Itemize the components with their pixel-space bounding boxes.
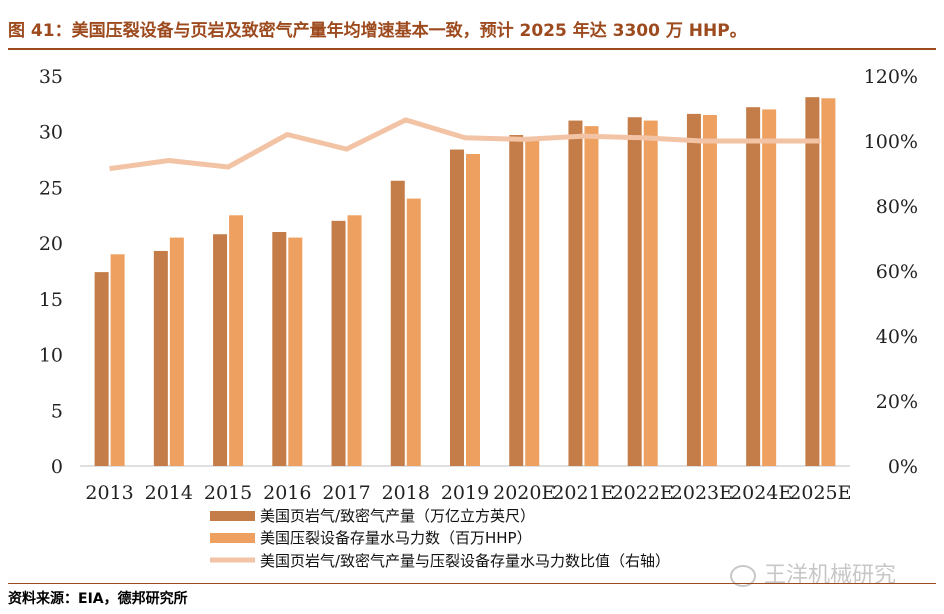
bar-gas-production	[568, 120, 583, 467]
bar-frac-hhp	[288, 237, 303, 466]
x-tick-label: 2019	[441, 482, 489, 504]
left-tick-label: 15	[39, 289, 63, 311]
bar-gas-production	[213, 234, 228, 466]
left-tick-label: 20	[39, 233, 63, 255]
bar-frac-hhp	[466, 154, 480, 466]
bar-frac-hhp	[643, 120, 658, 467]
x-tick-label: 2020E	[493, 482, 555, 504]
watermark-text: 王洋机械研究	[764, 563, 897, 588]
left-axis-ticks: 0 5 10 15 20 25 30 35	[39, 66, 63, 478]
bar-gas-production	[805, 97, 820, 467]
source-note: 资料来源：EIA，德邦研究所	[8, 591, 188, 607]
bar-frac-hhp	[169, 237, 184, 466]
bar-gas-production	[94, 272, 109, 466]
legend-label-ratio: 美国页岩气/致密气产量与压裂设备存量水马力数比值（右轴）	[260, 552, 670, 570]
x-tick-label: 2025E	[789, 482, 851, 504]
left-tick-label: 30	[39, 122, 63, 144]
right-tick-label: 120%	[864, 66, 918, 88]
title-underline	[8, 48, 936, 50]
bar-frac-hhp	[347, 215, 362, 466]
bar-gas-production	[390, 180, 405, 466]
bar-frac-hhp	[525, 137, 540, 467]
bar-frac-hhp	[584, 126, 599, 467]
left-tick-label: 5	[51, 400, 63, 422]
left-tick-label: 35	[39, 66, 63, 88]
right-tick-label: 100%	[864, 131, 918, 153]
bar-frac-hhp	[110, 254, 125, 466]
watermark: 王洋机械研究	[730, 557, 896, 589]
bar-frac-hhp	[762, 109, 777, 466]
bar-gas-production	[746, 107, 761, 466]
bar-gas-production	[450, 149, 464, 467]
right-tick-label: 40%	[876, 326, 918, 348]
x-tick-label: 2022E	[612, 482, 674, 504]
bar-frac-hhp	[229, 215, 244, 466]
x-axis-ticks: 2013 2014 2015 2016 2017 2018 2019 2020E2021E20…	[85, 482, 851, 504]
legend: 美国页岩气/致密气产量（万亿立方英尺） 美国压裂设备存量水马力数（百万HHP） …	[210, 507, 670, 570]
right-tick-label: 60%	[876, 261, 918, 283]
right-tick-label: 0%	[888, 456, 918, 478]
bar-gas-production	[153, 250, 168, 466]
x-tick-label: 2016	[263, 482, 311, 504]
x-tick-label: 2021E	[552, 482, 614, 504]
ratio-line	[109, 117, 821, 172]
right-tick-label: 80%	[876, 196, 918, 218]
bar-gas-production	[331, 220, 346, 466]
legend-label-gas: 美国页岩气/致密气产量（万亿立方英尺）	[260, 507, 535, 525]
figure-title: 图 41：美国压裂设备与页岩及致密气产量年均增速基本一致，预计 2025 年达 …	[8, 21, 747, 41]
left-tick-label: 0	[51, 456, 63, 478]
legend-swatch-hhp	[210, 533, 255, 543]
bar-frac-hhp	[702, 115, 717, 466]
ratio-line-series	[109, 117, 821, 172]
bar-gas-production	[627, 117, 642, 466]
wechat-icon	[730, 565, 756, 587]
legend-swatch-gas	[210, 511, 255, 521]
x-tick-label: 2024E	[730, 482, 792, 504]
bar-gas-production	[686, 113, 701, 466]
right-axis-ticks: 0% 20% 40% 60% 80% 100% 120%	[864, 66, 918, 478]
legend-label-hhp: 美国压裂设备存量水马力数（百万HHP）	[260, 529, 532, 547]
bar-frac-hhp	[406, 198, 421, 467]
x-tick-label: 2015	[204, 482, 252, 504]
footer-rule	[8, 583, 936, 584]
left-tick-label: 25	[39, 177, 63, 199]
right-tick-label: 20%	[876, 391, 918, 413]
x-tick-label: 2013	[85, 482, 133, 504]
left-tick-label: 10	[39, 345, 63, 367]
bar-gas-production	[509, 135, 524, 467]
x-tick-label: 2023E	[671, 482, 733, 504]
x-tick-label: 2018	[382, 482, 430, 504]
x-tick-label: 2014	[145, 482, 193, 504]
bar-series	[94, 97, 836, 467]
x-tick-label: 2017	[322, 482, 370, 504]
bar-frac-hhp	[821, 98, 836, 467]
bar-gas-production	[272, 232, 287, 466]
